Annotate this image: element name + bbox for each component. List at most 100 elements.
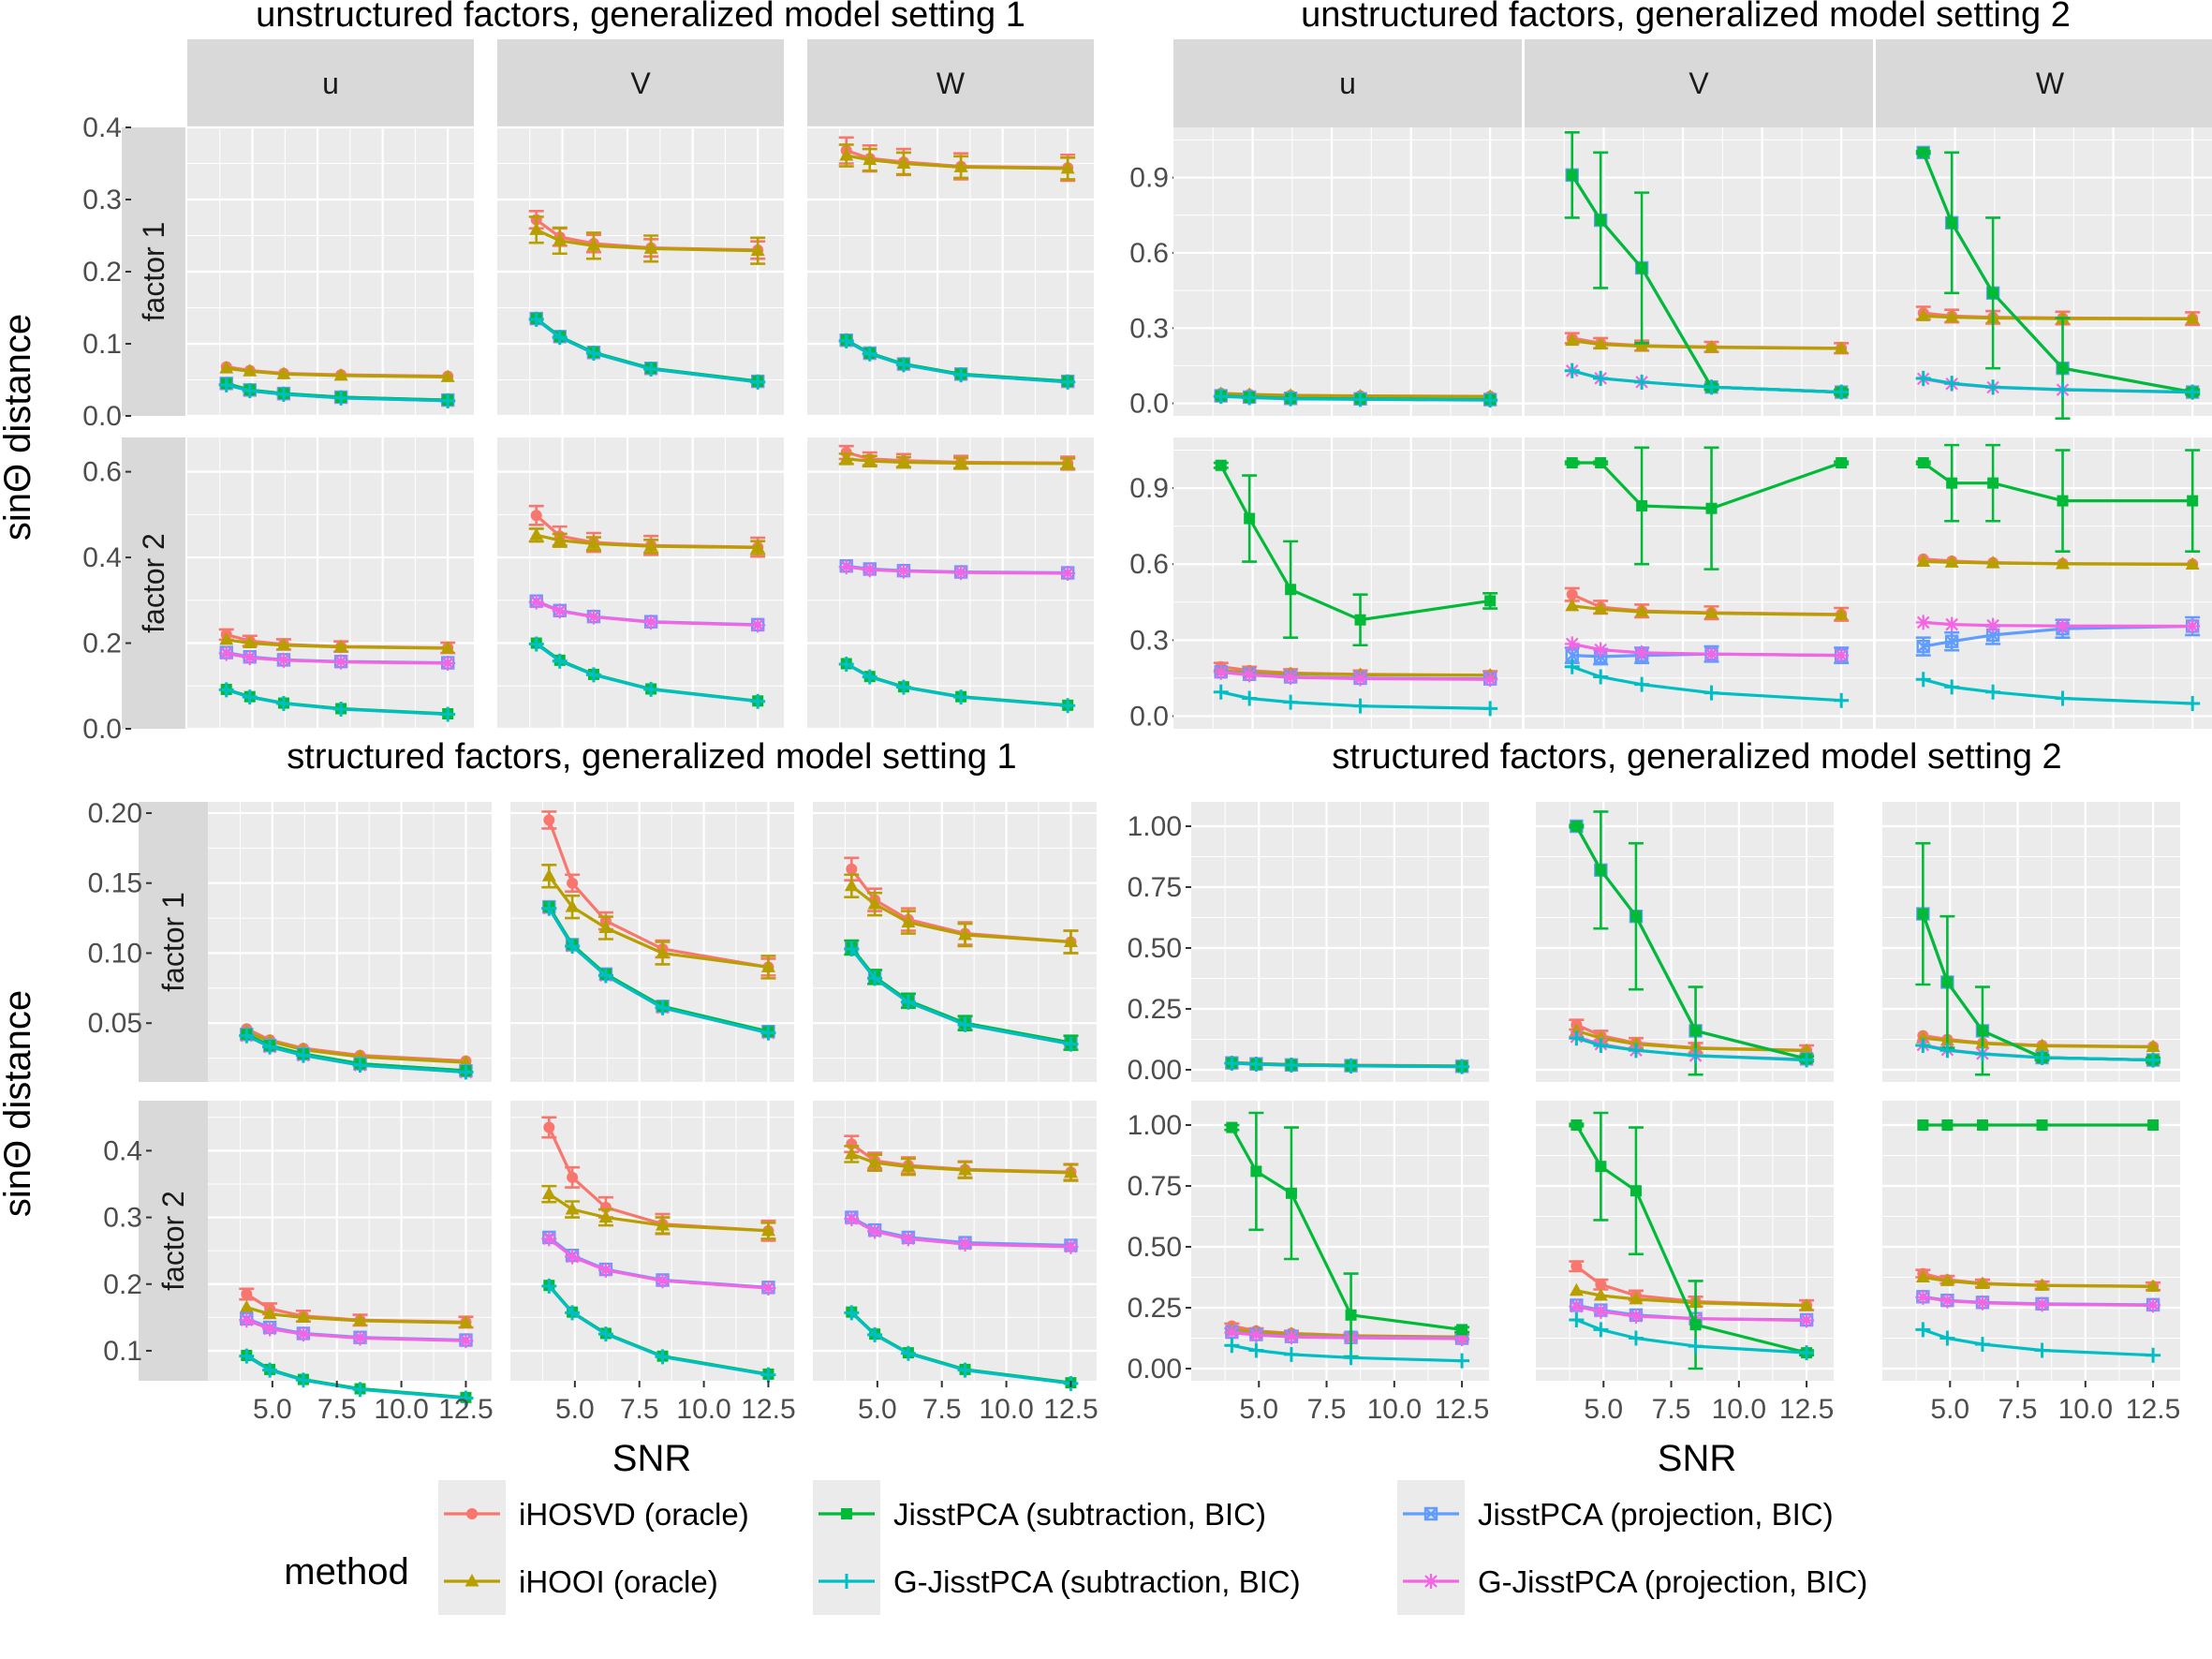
point-gjsub bbox=[1628, 1330, 1644, 1346]
panel-series bbox=[1569, 810, 1815, 1076]
legend: method iHOSVD (oracle) JisstPCA (subtract… bbox=[284, 1480, 1867, 1615]
panel-background bbox=[510, 802, 794, 1082]
point-gjsub bbox=[565, 1305, 581, 1321]
point-gjsub bbox=[2146, 1347, 2161, 1363]
point-gjsub bbox=[750, 374, 766, 390]
point-gjproj bbox=[275, 652, 291, 668]
point-gjsub bbox=[275, 386, 291, 402]
x-tick-label: 7.5 bbox=[1998, 1394, 2038, 1425]
x-tick-label: 10.0 bbox=[2058, 1394, 2113, 1425]
point-gjsub bbox=[1283, 1346, 1299, 1362]
point-jproj bbox=[1944, 634, 1959, 648]
point-gjsub bbox=[900, 994, 916, 1010]
point-gjproj bbox=[1063, 1238, 1079, 1254]
x-tick-label: 12.5 bbox=[1043, 1394, 1098, 1425]
y-tick-label: 0.3 bbox=[103, 1203, 142, 1234]
point-gjsub bbox=[655, 1349, 671, 1365]
point-gjsub bbox=[1915, 1322, 1931, 1338]
point-gjsub bbox=[1939, 1043, 1955, 1059]
point-gjproj bbox=[1213, 664, 1229, 680]
point-gjproj bbox=[957, 1237, 973, 1252]
point-ihosvd bbox=[241, 1288, 253, 1300]
point-gjsub bbox=[1593, 1038, 1609, 1053]
point-gjsub bbox=[352, 1382, 368, 1398]
panel-series bbox=[541, 1116, 776, 1383]
legend-item-jsub: JisstPCA (subtraction, BIC) bbox=[813, 1480, 1266, 1548]
point-gjproj bbox=[760, 1281, 776, 1296]
y-tick-label: 0.50 bbox=[1128, 1232, 1182, 1263]
point-gjsub bbox=[895, 357, 911, 373]
point-jsub bbox=[1636, 500, 1648, 512]
point-gjsub bbox=[1974, 1337, 1990, 1352]
point-ihooi bbox=[553, 532, 568, 546]
point-jsub bbox=[1946, 477, 1958, 489]
point-ihooi bbox=[276, 637, 291, 651]
point-gjsub bbox=[1248, 1057, 1264, 1073]
panel-series bbox=[1564, 131, 1850, 400]
point-gjsub bbox=[862, 346, 877, 362]
point-gjsub bbox=[643, 681, 659, 697]
point-jsub bbox=[1285, 1187, 1297, 1199]
y-tick-label: 0.25 bbox=[1128, 1293, 1182, 1324]
point-ihooi bbox=[219, 361, 234, 374]
point-gjproj bbox=[1703, 646, 1719, 662]
point-ihooi bbox=[760, 959, 775, 972]
point-gjproj bbox=[1060, 565, 1076, 581]
point-ihooi bbox=[2185, 311, 2200, 324]
point-ihooi bbox=[219, 631, 234, 645]
point-ihooi bbox=[1944, 309, 1959, 323]
point-ihooi bbox=[239, 1299, 254, 1313]
point-ihooi bbox=[598, 1209, 613, 1223]
point-ihooi bbox=[1834, 607, 1849, 620]
point-ihooi bbox=[553, 232, 568, 246]
x-tick-label: 5.0 bbox=[555, 1394, 595, 1425]
point-ihooi bbox=[529, 222, 544, 235]
point-ihooi bbox=[296, 1310, 311, 1323]
point-gjsub bbox=[1915, 1038, 1931, 1053]
point-gjproj bbox=[565, 1249, 581, 1265]
point-gjsub bbox=[1703, 685, 1719, 701]
y-tick-label: 0.3 bbox=[82, 185, 122, 215]
y-tick-label: 0.10 bbox=[88, 938, 142, 969]
y-tick-label: 0.1 bbox=[82, 329, 122, 360]
panel-series bbox=[838, 136, 1076, 390]
legend-label: JisstPCA (subtraction, BIC) bbox=[893, 1497, 1266, 1532]
point-ihooi bbox=[1834, 340, 1849, 354]
point-gjsub bbox=[1634, 676, 1650, 692]
panel-background bbox=[807, 437, 1094, 729]
x-tick-label: 10.0 bbox=[374, 1394, 428, 1425]
row-strip-label: factor 2 bbox=[137, 533, 170, 633]
x-tick-label: 10.0 bbox=[979, 1394, 1033, 1425]
point-jsub bbox=[1345, 1309, 1357, 1321]
legend-label: JisstPCA (projection, BIC) bbox=[1478, 1497, 1834, 1532]
point-gjproj bbox=[239, 1312, 255, 1328]
point-gjproj bbox=[1593, 1303, 1609, 1319]
point-jsub bbox=[1226, 1121, 1238, 1133]
point-gjsub bbox=[295, 1047, 311, 1063]
point-gjsub bbox=[1569, 1312, 1585, 1327]
point-gjsub bbox=[239, 1348, 255, 1364]
point-jsub bbox=[1917, 908, 1929, 920]
point-gjsub bbox=[1352, 698, 1368, 714]
point-ihooi bbox=[1704, 339, 1719, 353]
point-gjproj bbox=[1224, 1325, 1240, 1341]
point-gjsub bbox=[2055, 381, 2071, 397]
point-gjproj bbox=[1593, 642, 1609, 658]
point-gjsub bbox=[1248, 1342, 1264, 1358]
panel-background bbox=[1876, 437, 2212, 729]
panel-series bbox=[1213, 459, 1498, 717]
point-gjsub bbox=[953, 689, 969, 705]
point-gjsub bbox=[655, 1000, 671, 1015]
point-ihooi bbox=[333, 367, 348, 381]
x-tick-label: 7.5 bbox=[922, 1394, 962, 1425]
point-gjsub bbox=[565, 938, 581, 954]
point-gjsub bbox=[218, 682, 234, 698]
point-gjproj bbox=[1944, 616, 1960, 632]
point-gjsub bbox=[552, 653, 568, 669]
row-strip bbox=[122, 437, 185, 729]
column-strip bbox=[1525, 39, 1873, 127]
point-jsub bbox=[1987, 287, 1999, 299]
point-ihooi bbox=[1799, 1297, 1814, 1311]
